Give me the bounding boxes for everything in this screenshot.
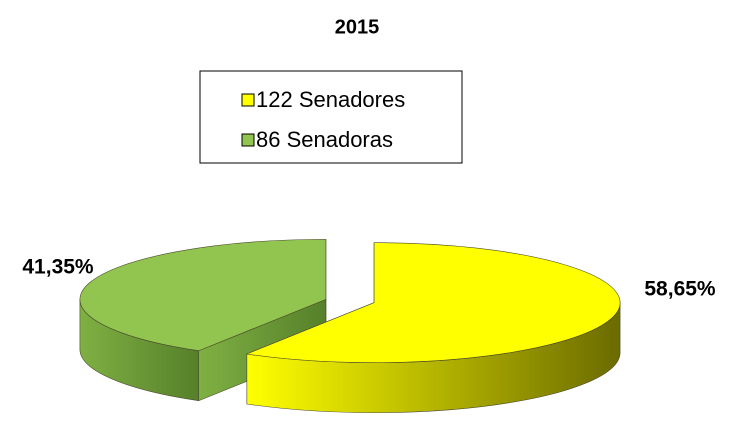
legend-swatch — [241, 133, 255, 147]
data-label: 58,65% — [644, 278, 716, 301]
legend-label: 122 Senadores — [256, 87, 405, 112]
slice-top — [245, 242, 621, 363]
slice-top — [79, 239, 327, 352]
data-label: 41,35% — [22, 256, 94, 279]
chart-title: 2015 — [335, 16, 380, 38]
legend-box — [199, 70, 463, 164]
legend-swatch — [241, 93, 255, 107]
legend-label: 86 Senadoras — [256, 127, 393, 152]
pie-slice — [245, 242, 621, 413]
